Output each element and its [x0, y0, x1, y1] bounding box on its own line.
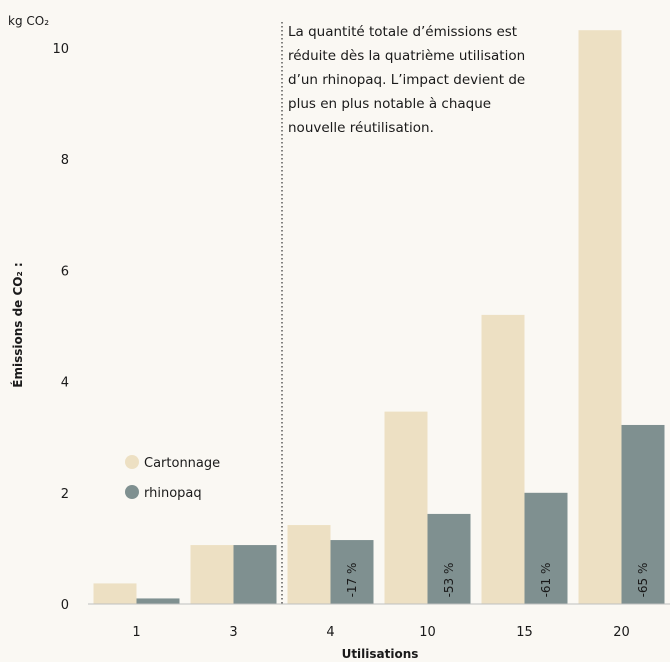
reduction-label: -17 %: [345, 563, 359, 598]
x-tick-label: 10: [419, 625, 436, 640]
legend-label: Cartonnage: [144, 456, 220, 471]
reduction-label: -53 %: [442, 563, 456, 598]
annotation-line: nouvelle réutilisation.: [288, 120, 434, 136]
bars-group: [93, 30, 665, 604]
annotation-line: plus en plus notable à chaque: [288, 96, 492, 112]
y-tick-label: 4: [61, 376, 69, 391]
legend-label: rhinopaq: [144, 486, 202, 501]
y-tick-label: 2: [61, 487, 69, 502]
x-tick-label: 3: [229, 625, 237, 640]
bar-cartonnage-10: [384, 411, 428, 604]
reduction-labels: -17 % -53 % -61 % -65 %: [345, 563, 650, 598]
annotation-text: La quantité totale d’émissions est réduit…: [288, 20, 558, 140]
annotation-line: La quantité totale d’émissions est: [288, 24, 518, 40]
reduction-label: -65 %: [636, 563, 650, 598]
bar-rhinopaq-3: [233, 545, 277, 604]
y-tick-label: 6: [61, 264, 69, 279]
x-tick-label: 4: [326, 625, 334, 640]
x-tick-label: 1: [132, 625, 140, 640]
y-tick-label: 8: [61, 153, 69, 168]
y-axis-ticks: 0 2 4 6 8 10: [52, 42, 69, 613]
legend-swatch-cartonnage: [125, 455, 139, 469]
x-axis-title: Utilisations: [342, 647, 419, 661]
bar-rhinopaq-10: [427, 513, 471, 604]
x-tick-label: 15: [516, 625, 533, 640]
y-tick-label: 10: [52, 42, 69, 57]
x-axis-ticks: 1 3 4 10 15 20: [132, 625, 629, 640]
bar-cartonnage-3: [190, 545, 234, 604]
legend: Cartonnage rhinopaq: [125, 455, 220, 501]
annotation-line: réduite dès la quatrième utilisation: [288, 48, 526, 64]
bar-rhinopaq-20: [621, 424, 665, 604]
bar-cartonnage-1: [93, 583, 137, 604]
annotation-line: d’un rhinopaq. L’impact devient de: [288, 72, 526, 88]
y-unit-label: kg CO₂: [8, 14, 49, 28]
bar-cartonnage-20: [578, 30, 622, 604]
bar-rhinopaq-4: [330, 540, 374, 604]
bar-rhinopaq-15: [524, 492, 568, 604]
reduction-label: -61 %: [539, 563, 553, 598]
x-tick-label: 20: [613, 625, 630, 640]
y-tick-label: 0: [61, 598, 69, 613]
y-axis-title: Émissions de CO₂ :: [10, 262, 25, 387]
bar-cartonnage-4: [287, 525, 331, 604]
legend-swatch-rhinopaq: [125, 485, 139, 499]
bar-rhinopaq-1: [136, 598, 180, 604]
bar-cartonnage-15: [481, 314, 525, 604]
